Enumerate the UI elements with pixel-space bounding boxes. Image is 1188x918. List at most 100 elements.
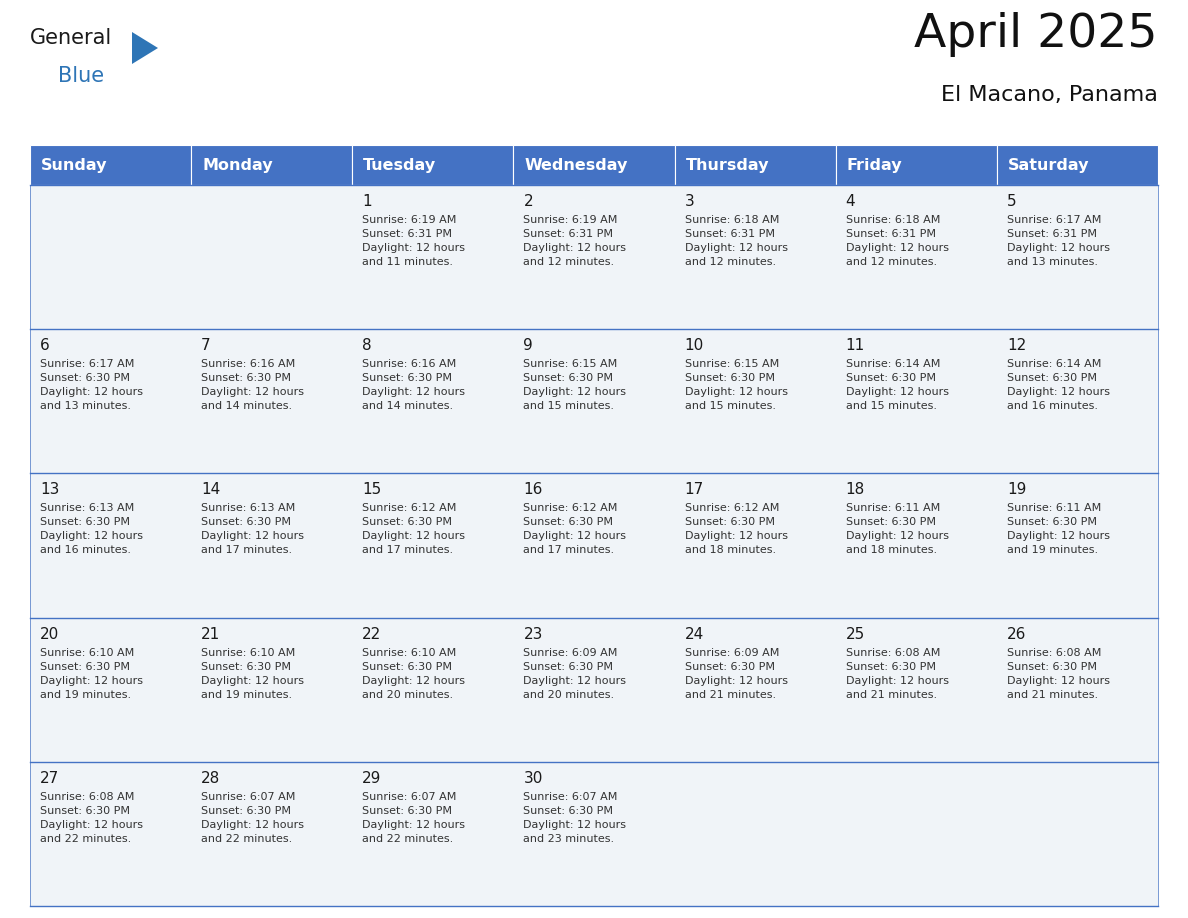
Text: Sunrise: 6:16 AM
Sunset: 6:30 PM
Daylight: 12 hours
and 14 minutes.: Sunrise: 6:16 AM Sunset: 6:30 PM Dayligh… — [362, 359, 466, 411]
Text: 2: 2 — [524, 194, 533, 209]
Text: 17: 17 — [684, 482, 703, 498]
Text: 4: 4 — [846, 194, 855, 209]
Bar — [513, 330, 675, 474]
Text: Sunrise: 6:17 AM
Sunset: 6:30 PM
Daylight: 12 hours
and 13 minutes.: Sunrise: 6:17 AM Sunset: 6:30 PM Dayligh… — [40, 359, 143, 411]
Bar — [191, 145, 353, 185]
Bar — [835, 474, 997, 618]
Bar — [353, 185, 513, 330]
Text: 3: 3 — [684, 194, 694, 209]
Bar — [191, 762, 353, 906]
Text: 15: 15 — [362, 482, 381, 498]
Text: Sunrise: 6:18 AM
Sunset: 6:31 PM
Daylight: 12 hours
and 12 minutes.: Sunrise: 6:18 AM Sunset: 6:31 PM Dayligh… — [684, 215, 788, 267]
Bar — [513, 762, 675, 906]
Bar — [997, 474, 1158, 618]
Text: 8: 8 — [362, 338, 372, 353]
Bar — [997, 330, 1158, 474]
Text: 23: 23 — [524, 627, 543, 642]
Bar — [835, 762, 997, 906]
Bar — [997, 185, 1158, 330]
Text: Sunrise: 6:09 AM
Sunset: 6:30 PM
Daylight: 12 hours
and 20 minutes.: Sunrise: 6:09 AM Sunset: 6:30 PM Dayligh… — [524, 647, 626, 700]
Bar — [835, 330, 997, 474]
Text: Sunrise: 6:16 AM
Sunset: 6:30 PM
Daylight: 12 hours
and 14 minutes.: Sunrise: 6:16 AM Sunset: 6:30 PM Dayligh… — [201, 359, 304, 411]
Bar — [191, 330, 353, 474]
Text: El Macano, Panama: El Macano, Panama — [941, 85, 1158, 105]
Text: Friday: Friday — [847, 158, 903, 173]
Text: Sunrise: 6:12 AM
Sunset: 6:30 PM
Daylight: 12 hours
and 17 minutes.: Sunrise: 6:12 AM Sunset: 6:30 PM Dayligh… — [362, 503, 466, 555]
Bar — [30, 762, 191, 906]
Text: Thursday: Thursday — [685, 158, 769, 173]
Bar — [835, 618, 997, 762]
Text: 12: 12 — [1007, 338, 1026, 353]
Bar — [30, 330, 191, 474]
Bar — [30, 145, 191, 185]
Text: 28: 28 — [201, 771, 221, 786]
Text: 7: 7 — [201, 338, 210, 353]
Polygon shape — [132, 32, 158, 64]
Text: 25: 25 — [846, 627, 865, 642]
Text: 21: 21 — [201, 627, 221, 642]
Text: 13: 13 — [40, 482, 59, 498]
Text: 10: 10 — [684, 338, 703, 353]
Bar — [513, 145, 675, 185]
Text: 26: 26 — [1007, 627, 1026, 642]
Text: Sunrise: 6:12 AM
Sunset: 6:30 PM
Daylight: 12 hours
and 18 minutes.: Sunrise: 6:12 AM Sunset: 6:30 PM Dayligh… — [684, 503, 788, 555]
Text: Sunrise: 6:13 AM
Sunset: 6:30 PM
Daylight: 12 hours
and 17 minutes.: Sunrise: 6:13 AM Sunset: 6:30 PM Dayligh… — [201, 503, 304, 555]
Text: 29: 29 — [362, 771, 381, 786]
Text: Sunrise: 6:11 AM
Sunset: 6:30 PM
Daylight: 12 hours
and 19 minutes.: Sunrise: 6:11 AM Sunset: 6:30 PM Dayligh… — [1007, 503, 1110, 555]
Text: 1: 1 — [362, 194, 372, 209]
Text: Monday: Monday — [202, 158, 273, 173]
Text: General: General — [30, 28, 112, 48]
Text: 11: 11 — [846, 338, 865, 353]
Bar — [675, 762, 835, 906]
Bar — [997, 145, 1158, 185]
Text: Sunrise: 6:07 AM
Sunset: 6:30 PM
Daylight: 12 hours
and 22 minutes.: Sunrise: 6:07 AM Sunset: 6:30 PM Dayligh… — [201, 792, 304, 844]
Bar — [675, 618, 835, 762]
Text: Blue: Blue — [58, 66, 105, 86]
Text: Sunrise: 6:19 AM
Sunset: 6:31 PM
Daylight: 12 hours
and 12 minutes.: Sunrise: 6:19 AM Sunset: 6:31 PM Dayligh… — [524, 215, 626, 267]
Text: Sunrise: 6:07 AM
Sunset: 6:30 PM
Daylight: 12 hours
and 22 minutes.: Sunrise: 6:07 AM Sunset: 6:30 PM Dayligh… — [362, 792, 466, 844]
Bar — [191, 185, 353, 330]
Text: Sunrise: 6:10 AM
Sunset: 6:30 PM
Daylight: 12 hours
and 19 minutes.: Sunrise: 6:10 AM Sunset: 6:30 PM Dayligh… — [201, 647, 304, 700]
Text: April 2025: April 2025 — [915, 12, 1158, 57]
Text: Tuesday: Tuesday — [364, 158, 436, 173]
Bar — [997, 762, 1158, 906]
Text: Sunrise: 6:18 AM
Sunset: 6:31 PM
Daylight: 12 hours
and 12 minutes.: Sunrise: 6:18 AM Sunset: 6:31 PM Dayligh… — [846, 215, 949, 267]
Text: Sunrise: 6:08 AM
Sunset: 6:30 PM
Daylight: 12 hours
and 21 minutes.: Sunrise: 6:08 AM Sunset: 6:30 PM Dayligh… — [846, 647, 949, 700]
Text: 20: 20 — [40, 627, 59, 642]
Text: 5: 5 — [1007, 194, 1017, 209]
Text: 9: 9 — [524, 338, 533, 353]
Text: Sunrise: 6:10 AM
Sunset: 6:30 PM
Daylight: 12 hours
and 19 minutes.: Sunrise: 6:10 AM Sunset: 6:30 PM Dayligh… — [40, 647, 143, 700]
Bar — [675, 145, 835, 185]
Bar — [30, 185, 191, 330]
Bar — [675, 330, 835, 474]
Text: Saturday: Saturday — [1007, 158, 1089, 173]
Text: Sunrise: 6:07 AM
Sunset: 6:30 PM
Daylight: 12 hours
and 23 minutes.: Sunrise: 6:07 AM Sunset: 6:30 PM Dayligh… — [524, 792, 626, 844]
Text: Sunday: Sunday — [42, 158, 107, 173]
Text: Sunrise: 6:11 AM
Sunset: 6:30 PM
Daylight: 12 hours
and 18 minutes.: Sunrise: 6:11 AM Sunset: 6:30 PM Dayligh… — [846, 503, 949, 555]
Bar — [30, 618, 191, 762]
Text: Sunrise: 6:13 AM
Sunset: 6:30 PM
Daylight: 12 hours
and 16 minutes.: Sunrise: 6:13 AM Sunset: 6:30 PM Dayligh… — [40, 503, 143, 555]
Text: Sunrise: 6:17 AM
Sunset: 6:31 PM
Daylight: 12 hours
and 13 minutes.: Sunrise: 6:17 AM Sunset: 6:31 PM Dayligh… — [1007, 215, 1110, 267]
Text: 6: 6 — [40, 338, 50, 353]
Text: 16: 16 — [524, 482, 543, 498]
Bar — [675, 474, 835, 618]
Bar — [513, 474, 675, 618]
Bar — [353, 474, 513, 618]
Bar — [353, 145, 513, 185]
Bar — [835, 145, 997, 185]
Text: Sunrise: 6:14 AM
Sunset: 6:30 PM
Daylight: 12 hours
and 16 minutes.: Sunrise: 6:14 AM Sunset: 6:30 PM Dayligh… — [1007, 359, 1110, 411]
Bar — [353, 618, 513, 762]
Text: Sunrise: 6:12 AM
Sunset: 6:30 PM
Daylight: 12 hours
and 17 minutes.: Sunrise: 6:12 AM Sunset: 6:30 PM Dayligh… — [524, 503, 626, 555]
Text: 14: 14 — [201, 482, 221, 498]
Text: 18: 18 — [846, 482, 865, 498]
Bar — [675, 185, 835, 330]
Text: Sunrise: 6:15 AM
Sunset: 6:30 PM
Daylight: 12 hours
and 15 minutes.: Sunrise: 6:15 AM Sunset: 6:30 PM Dayligh… — [524, 359, 626, 411]
Bar — [997, 618, 1158, 762]
Text: Sunrise: 6:15 AM
Sunset: 6:30 PM
Daylight: 12 hours
and 15 minutes.: Sunrise: 6:15 AM Sunset: 6:30 PM Dayligh… — [684, 359, 788, 411]
Text: Sunrise: 6:10 AM
Sunset: 6:30 PM
Daylight: 12 hours
and 20 minutes.: Sunrise: 6:10 AM Sunset: 6:30 PM Dayligh… — [362, 647, 466, 700]
Text: 27: 27 — [40, 771, 59, 786]
Bar — [835, 185, 997, 330]
Text: 30: 30 — [524, 771, 543, 786]
Text: Sunrise: 6:08 AM
Sunset: 6:30 PM
Daylight: 12 hours
and 22 minutes.: Sunrise: 6:08 AM Sunset: 6:30 PM Dayligh… — [40, 792, 143, 844]
Text: 19: 19 — [1007, 482, 1026, 498]
